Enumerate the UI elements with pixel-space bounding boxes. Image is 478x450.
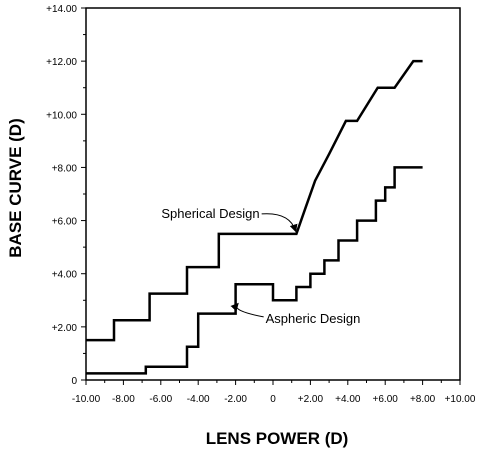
annotation-aspheric-design-label: Aspheric Design bbox=[266, 311, 361, 326]
y-tick-label: +2.00 bbox=[52, 323, 78, 334]
annotation-aspheric-design-arrow bbox=[230, 302, 264, 318]
y-tick-label: 0 bbox=[71, 376, 77, 387]
x-tick-label: -2.00 bbox=[224, 394, 247, 405]
x-tick-label: +6.00 bbox=[373, 394, 399, 405]
series-line-spherical bbox=[86, 59, 423, 342]
y-axis-title: BASE CURVE (D) bbox=[6, 118, 25, 257]
y-tick-label: +6.00 bbox=[52, 217, 78, 228]
x-tick-label: -8.00 bbox=[112, 394, 135, 405]
y-tick-label: +4.00 bbox=[52, 270, 78, 281]
y-tick-label: +10.00 bbox=[46, 110, 77, 121]
x-axis-ticks: -10.00 -8.00 -6.00 -4.00 -2.00 0 +2.00 +4.00 +6.… bbox=[72, 380, 476, 405]
annotation-spherical-design-arrow bbox=[261, 213, 298, 233]
x-tick-label: +8.00 bbox=[410, 394, 436, 405]
annotations: Spherical Design Aspheric Design bbox=[161, 206, 360, 326]
x-tick-label: -4.00 bbox=[187, 394, 210, 405]
y-tick-label: +14.00 bbox=[46, 4, 77, 15]
x-tick-label: 0 bbox=[270, 394, 276, 405]
x-tick-label: +10.00 bbox=[445, 394, 476, 405]
y-axis-ticks: 0 +2.00 +4.00 +6.00 +8.00 +10.00 +12.00 +14.00 bbox=[46, 4, 86, 387]
y-tick-label: +12.00 bbox=[46, 57, 77, 68]
x-tick-label: +2.00 bbox=[298, 394, 324, 405]
x-tick-label: -10.00 bbox=[72, 394, 101, 405]
annotation-spherical-design-label: Spherical Design bbox=[161, 206, 259, 221]
y-tick-label: +8.00 bbox=[52, 163, 78, 174]
series-lines bbox=[86, 59, 423, 375]
x-tick-label: -6.00 bbox=[149, 394, 172, 405]
series-line-aspheric bbox=[86, 166, 423, 375]
x-axis-title: LENS POWER (D) bbox=[206, 429, 349, 448]
x-tick-label: +4.00 bbox=[335, 394, 361, 405]
